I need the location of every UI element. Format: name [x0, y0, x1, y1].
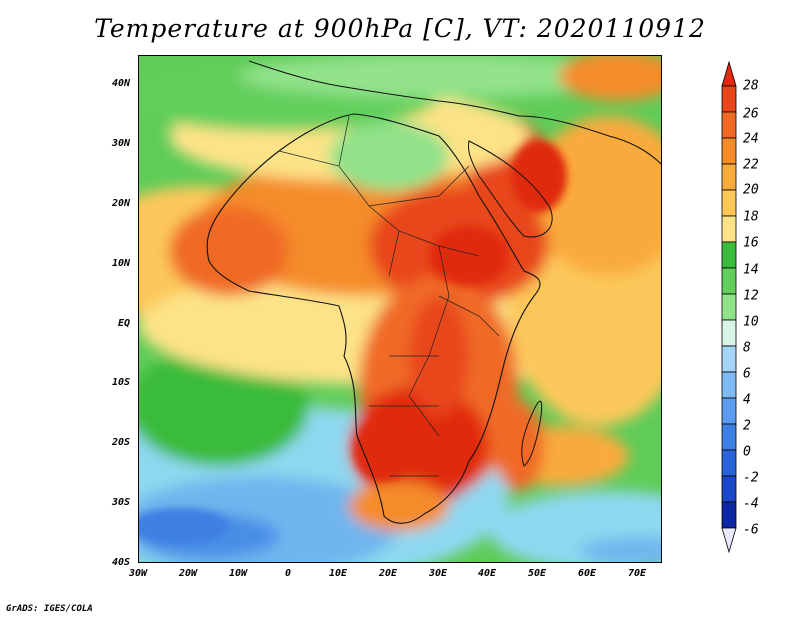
colorbar-label: 22: [743, 157, 759, 173]
colorbar-box: [721, 293, 737, 321]
colorbar-label: 28: [743, 78, 759, 94]
colorbar-box: [721, 397, 737, 425]
colorbar-label: 10: [743, 314, 759, 330]
temperature-map: [138, 55, 662, 563]
lat-label-eq: EQ: [117, 318, 130, 329]
colorbar-label: 26: [743, 106, 759, 122]
colorbar-box: [721, 371, 737, 399]
colorbar-label: 2: [743, 418, 751, 434]
colorbar-box: [721, 111, 737, 139]
colorbar-label: -2: [743, 470, 759, 486]
colorbar-label: 24: [743, 131, 759, 147]
colorbar-label: -6: [743, 522, 759, 538]
colorbar-label: 14: [743, 262, 759, 278]
colorbar-label: 12: [743, 288, 759, 304]
colorbar-box: [721, 475, 737, 503]
lat-label-40s: 40S: [111, 557, 130, 568]
colorbar-box: [721, 215, 737, 243]
colorbar-label: 16: [743, 235, 759, 251]
lon-label-40e: 40E: [477, 568, 497, 579]
map-title: Temperature at 900hPa [C], VT: 202011091…: [94, 14, 706, 43]
arabia-outline: [468, 140, 553, 238]
colorbar-label: 18: [743, 209, 759, 225]
lat-label-20s: 20S: [111, 437, 130, 448]
lon-label-10w: 10W: [228, 568, 248, 579]
colorbar-box: [721, 345, 737, 373]
lat-label-40n: 40N: [111, 78, 130, 89]
colorbar-bottom-arrow: [721, 527, 737, 554]
colorbar-box: [721, 85, 737, 113]
colorbar-box: [721, 319, 737, 347]
colorbar-label: 8: [743, 340, 751, 356]
colorbar: [721, 60, 737, 554]
temperature-field: [139, 56, 661, 562]
lat-label-30n: 30N: [111, 138, 130, 149]
colorbar-box: [721, 267, 737, 295]
colorbar-label: -4: [743, 496, 759, 512]
colorbar-box: [721, 449, 737, 477]
lon-label-20e: 20E: [378, 568, 398, 579]
lon-label-30w: 30W: [128, 568, 148, 579]
colorbar-box: [721, 423, 737, 451]
lon-label-60e: 60E: [577, 568, 597, 579]
lon-label-70e: 70E: [627, 568, 647, 579]
lon-label-10e: 10E: [328, 568, 348, 579]
country-borders: [278, 115, 500, 477]
lon-label-50e: 50E: [527, 568, 547, 579]
colorbar-box: [721, 137, 737, 165]
colorbar-box: [721, 163, 737, 191]
lat-label-10s: 10S: [111, 377, 130, 388]
madagascar-outline: [521, 400, 543, 467]
colorbar-label: 6: [743, 366, 751, 382]
lat-label-20n: 20N: [111, 198, 130, 209]
lon-label-0: 0: [284, 568, 292, 579]
colorbar-box: [721, 241, 737, 269]
colorbar-label: 0: [743, 444, 751, 460]
africa-coastline: [206, 113, 541, 524]
footer-credit: GrADS: IGES/COLA: [6, 604, 93, 614]
lon-label-20w: 20W: [178, 568, 198, 579]
lat-label-10n: 10N: [111, 258, 130, 269]
europe-coastline: [248, 60, 661, 165]
colorbar-box: [721, 189, 737, 217]
colorbar-label: 20: [743, 182, 759, 198]
colorbar-label: 4: [743, 392, 751, 408]
lon-label-30e: 30E: [428, 568, 448, 579]
colorbar-box: [721, 501, 737, 529]
colorbar-top-arrow: [721, 60, 737, 87]
lat-label-30s: 30S: [111, 497, 130, 508]
